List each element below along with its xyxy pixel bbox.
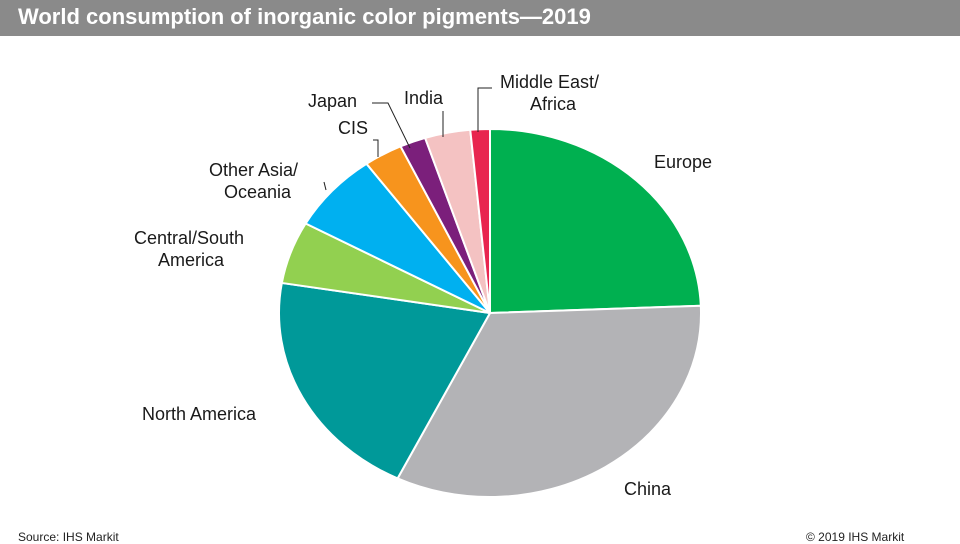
label-china: China — [624, 479, 672, 499]
leader-line-middle-east — [477, 87, 492, 132]
label-central-south-america-line1: Central/South — [134, 228, 244, 248]
label-middle-east-line1: Middle East/ — [500, 72, 599, 92]
label-central-south-america-line2: America — [158, 250, 225, 270]
leader-line-japan — [372, 102, 411, 149]
label-north-america: North America — [142, 404, 257, 424]
label-india: India — [404, 88, 444, 108]
copyright-note: © 2019 IHS Markit — [806, 530, 905, 544]
pie-slice-china — [396, 304, 702, 498]
pie-slice-europe — [489, 127, 702, 315]
source-note: Source: IHS Markit — [18, 530, 119, 544]
chart-title: World consumption of inorganic color pig… — [18, 4, 591, 29]
slice-labels: Europe China North America Central/South… — [134, 72, 712, 499]
label-japan: Japan — [308, 91, 357, 111]
leader-line-cis — [373, 139, 379, 157]
pie-slice-north-america — [278, 281, 492, 480]
label-cis: CIS — [338, 118, 368, 138]
label-middle-east-line2: Africa — [530, 94, 577, 114]
pie-slices — [278, 127, 702, 498]
label-other-asia-line1: Other Asia/ — [209, 160, 298, 180]
leader-lines — [323, 87, 492, 191]
leader-line-other-asia — [323, 181, 327, 191]
label-europe: Europe — [654, 152, 712, 172]
pie-chart: Europe China North America Central/South… — [134, 72, 712, 499]
title-bar: World consumption of inorganic color pig… — [0, 0, 960, 36]
pie-slice-middle-east-africa — [469, 127, 491, 314]
label-other-asia-line2: Oceania — [224, 182, 292, 202]
